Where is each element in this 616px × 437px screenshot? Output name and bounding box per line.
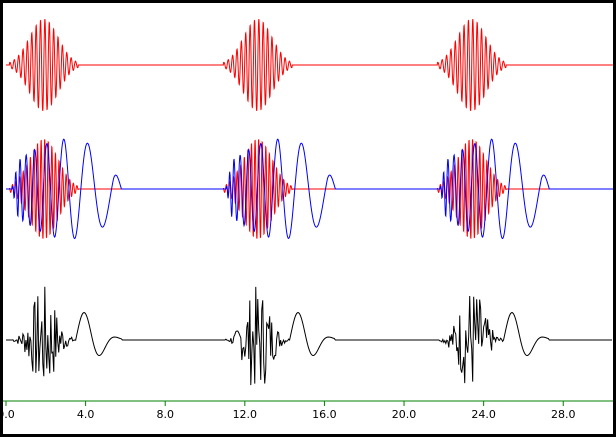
waveform-plot: 0.0 4.0 8.0 12.0 16.0 20.0 24.0 28.0: [3, 18, 613, 421]
x-tick-label: 24.0: [471, 408, 496, 421]
series-line-panel-2-2: [6, 138, 613, 240]
x-tick-label: 12.0: [233, 408, 258, 421]
x-tick-label: 8.0: [156, 408, 174, 421]
series-line-panel-1-1: [6, 18, 613, 112]
x-tick-label: 4.0: [77, 408, 95, 421]
x-tick-label: 16.0: [312, 408, 337, 421]
chart-frame: 0.0 4.0 8.0 12.0 16.0 20.0 24.0 28.0: [3, 3, 613, 434]
x-tick-label: 0.0: [3, 408, 15, 421]
series-line-panel-2-1: [6, 139, 613, 239]
series-line-panel-3-1: [6, 286, 612, 386]
x-tick-label: 28.0: [551, 408, 576, 421]
x-tick-label: 20.0: [392, 408, 417, 421]
